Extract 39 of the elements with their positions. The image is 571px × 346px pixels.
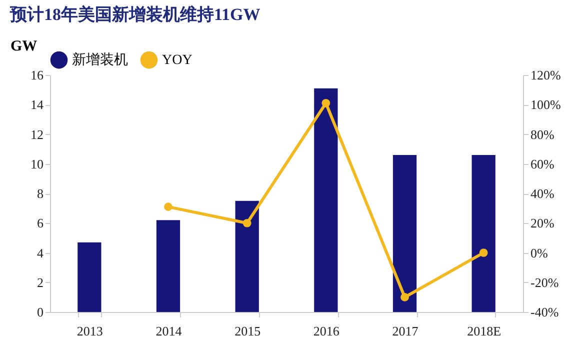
y-axis-title: GW: [10, 38, 38, 54]
y-tick-label: 10: [30, 156, 44, 172]
y2-tick-label: 120%: [530, 68, 561, 82]
y2-tick-label: 60%: [530, 156, 554, 172]
chart-title: 预计18年美国新增装机维持11GW: [9, 5, 260, 24]
y-tick-label: 6: [37, 216, 44, 231]
y2-tick-label: 20%: [530, 216, 554, 231]
bar: [472, 154, 496, 312]
y2-tick-label: -40%: [530, 304, 559, 320]
x-tick-label: 2018E: [467, 324, 502, 338]
y2-tick-label: 100%: [530, 97, 561, 112]
bar: [78, 242, 102, 312]
point: [479, 248, 488, 257]
y-tick-label: 8: [37, 186, 44, 201]
y-tick-label: 4: [37, 245, 44, 260]
bar: [235, 200, 259, 312]
y-tick-label: 12: [30, 126, 44, 142]
y-tick-label: 14: [30, 97, 44, 112]
bar: [392, 154, 417, 312]
x-tick-label: 2017: [392, 324, 419, 338]
x-tick-label: 2014: [156, 324, 182, 338]
legend-label: 新增装机: [72, 52, 128, 68]
x-tick-label: 2015: [234, 324, 261, 338]
y2-tick-label: -20%: [530, 274, 559, 290]
x-tick-label: 2016: [313, 324, 340, 338]
bar: [314, 88, 338, 312]
x-tick-label: 2013: [76, 324, 103, 338]
y2-tick-label: 0%: [530, 245, 548, 260]
y2-tick-label: 40%: [530, 186, 554, 201]
point: [164, 202, 172, 212]
point: [322, 98, 330, 108]
point: [242, 218, 252, 228]
point: [400, 293, 409, 302]
y-tick-label: 2: [37, 274, 44, 290]
y2-tick-label: 80%: [530, 126, 554, 142]
y-tick-label: 0: [37, 304, 44, 320]
legend-label: YOY: [162, 53, 192, 68]
y-tick-label: 16: [30, 68, 44, 82]
bar: [156, 220, 180, 312]
